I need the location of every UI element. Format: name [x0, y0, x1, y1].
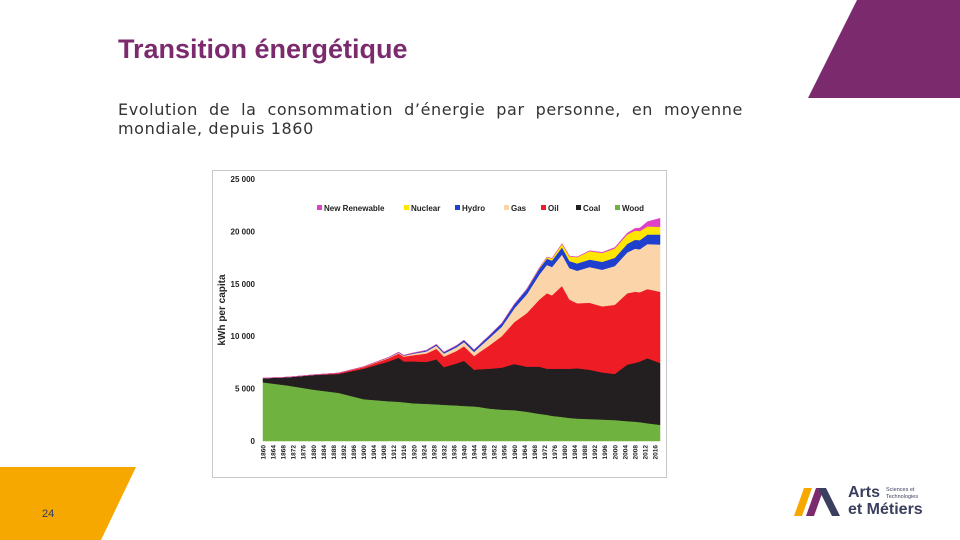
x-tick-label: 1992	[592, 445, 599, 460]
x-tick-label: 1912	[391, 445, 398, 460]
x-tick-label: 1880	[311, 445, 318, 460]
legend-swatch	[317, 205, 322, 210]
legend-label: Hydro	[462, 204, 485, 213]
x-tick-label: 1964	[522, 445, 529, 460]
legend-swatch	[455, 205, 460, 210]
x-tick-label: 1932	[441, 445, 448, 460]
logo-text-metiers: et Métiers	[848, 501, 923, 518]
x-tick-label: 1956	[502, 445, 509, 460]
y-tick-label: 5 000	[235, 385, 256, 394]
y-tick-label: 15 000	[231, 280, 256, 289]
arts-et-metiers-logo: Arts Sciences et Technologies et Métiers	[790, 482, 940, 522]
slide-title: Transition énergétique	[118, 34, 408, 64]
x-tick-label: 1948	[482, 445, 489, 460]
x-tick-label: 1872	[291, 445, 298, 460]
x-tick-label: 1924	[421, 445, 428, 460]
x-tick-label: 1984	[572, 445, 579, 460]
legend-swatch	[504, 205, 509, 210]
x-tick-label: 1884	[321, 445, 328, 460]
x-tick-label: 1864	[271, 445, 278, 460]
legend-label: Coal	[583, 204, 600, 213]
legend-label: Wood	[622, 204, 644, 213]
x-tick-label: 1944	[472, 445, 479, 460]
x-tick-label: 1928	[431, 445, 438, 460]
x-tick-label: 1896	[351, 445, 358, 460]
legend-label: Gas	[511, 204, 527, 213]
x-tick-label: 1904	[371, 445, 378, 460]
legend-label: Oil	[548, 204, 559, 213]
x-tick-label: 1996	[602, 445, 609, 460]
y-axis-label: kWh per capita	[217, 274, 228, 346]
energy-chart: 0 5 000 10 000 15 000 20 000 25 000 kWh per ca…	[212, 170, 667, 478]
legend-label: Nuclear	[411, 204, 440, 213]
x-tick-label: 1936	[452, 445, 459, 460]
x-tick-label: 1960	[512, 445, 519, 460]
legend-swatch	[541, 205, 546, 210]
x-tick-label: 2008	[632, 445, 639, 460]
x-tick-label: 2004	[622, 445, 629, 460]
x-tick-label: 2016	[653, 445, 660, 460]
slide-subtitle: Evolution de la consommation d’énergie p…	[118, 100, 743, 138]
legend-swatch	[404, 205, 409, 210]
x-tick-label: 1952	[492, 445, 499, 460]
x-tick-label: 1988	[582, 445, 589, 460]
y-tick-label: 0	[251, 437, 256, 446]
x-tick-label: 1980	[562, 445, 569, 460]
yellow-corner-shape	[0, 467, 136, 540]
x-tick-label: 2000	[612, 445, 619, 460]
x-tick-label: 1968	[532, 445, 539, 460]
y-tick-label: 20 000	[231, 227, 256, 236]
purple-corner-shape	[808, 0, 960, 98]
x-tick-label: 1972	[542, 445, 549, 460]
x-tick-label: 1876	[301, 445, 308, 460]
legend-swatch	[576, 205, 581, 210]
series-area-new-renewable	[262, 217, 661, 379]
chart-canvas: 0 5 000 10 000 15 000 20 000 25 000 kWh per ca…	[217, 175, 661, 460]
x-tick-label: 1976	[552, 445, 559, 460]
x-tick-label: 1892	[341, 445, 348, 460]
legend-label: New Renewable	[324, 204, 385, 213]
x-tick-label: 1920	[411, 445, 418, 460]
logo-text-arts: Arts	[848, 484, 881, 501]
y-tick-label: 10 000	[231, 332, 256, 341]
x-tick-label: 1908	[381, 445, 388, 460]
x-tick-label: 1900	[361, 445, 368, 460]
x-tick-label: 1888	[331, 445, 338, 460]
logo-text-small-2: Technologies	[886, 494, 919, 500]
page-number: 24	[42, 508, 55, 520]
logo-mark	[794, 488, 840, 516]
x-tick-label: 1860	[261, 445, 268, 460]
x-tick-label: 1916	[401, 445, 408, 460]
x-tick-label: 2012	[642, 445, 649, 460]
y-tick-label: 25 000	[231, 175, 256, 184]
x-tick-label: 1940	[462, 445, 469, 460]
logo-text-small-1: Sciences et	[886, 487, 915, 493]
legend-swatch	[615, 205, 620, 210]
x-tick-label: 1868	[281, 445, 288, 460]
